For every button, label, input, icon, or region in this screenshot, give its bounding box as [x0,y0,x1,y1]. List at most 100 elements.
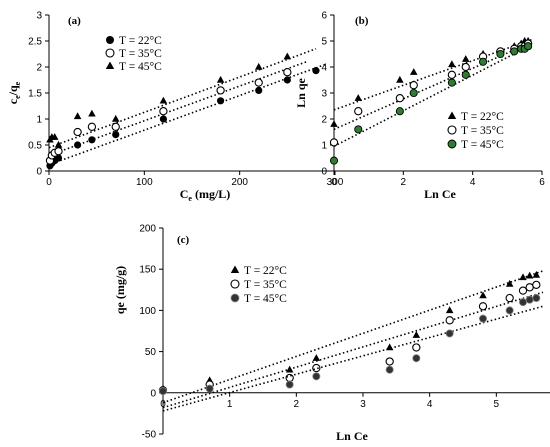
x-tick-label: 300 [327,177,344,188]
x-tick-label: 3 [360,399,366,410]
data-point [385,357,394,366]
y-tick-label: 0 [321,167,327,178]
y-tick-label: 6 [321,11,327,22]
data-point [50,133,59,140]
data-point [412,354,421,363]
data-point [354,94,363,101]
data-point [216,75,225,83]
data-point [255,86,263,94]
y-tick-label: -50 [142,430,157,441]
data-point [330,120,338,127]
data-point [159,107,168,116]
trend-line [48,48,317,149]
legend-entry: T = 45°C [105,61,162,73]
data-point [448,60,456,68]
y-tick-label: 5 [321,37,327,48]
legend-label: T = 45°C [244,293,287,305]
y-axis-label: Ln qe [294,77,308,107]
data-point [461,62,470,72]
y-tick-label: 100 [139,306,156,317]
data-point [111,122,120,131]
data-point [525,271,534,279]
series-3 [329,42,533,165]
y-tick-label: 2.5 [28,37,42,48]
data-point [409,88,418,98]
series-2 [45,61,307,165]
y-tick-label: 0 [36,167,42,178]
data-point [447,78,456,87]
legend-label: T = 22°C [244,265,287,277]
trend-line [48,61,307,157]
legend-entry: T = 35°C [447,125,504,137]
data-point [505,293,514,303]
data-point [395,94,405,103]
data-point [159,96,168,104]
legend-marker [106,36,114,44]
data-point [312,372,321,381]
y-tick-label: 1 [321,141,327,152]
legend-marker [230,265,240,274]
data-point [111,114,120,122]
data-point [73,112,82,120]
x-axis-label: Ln Ce [424,187,456,201]
y-tick-label: 0.5 [28,141,42,152]
data-point [532,270,541,278]
data-point [54,147,63,156]
data-point [285,380,294,389]
data-point [385,365,394,374]
panel-label: (b) [355,15,369,27]
data-point [412,331,421,338]
legend-label: T = 35°C [461,125,504,137]
data-point [354,107,363,116]
data-point [312,67,320,75]
x-tick-label: 6 [539,177,545,188]
series-1 [46,63,326,170]
data-point [254,62,263,70]
series-3 [158,294,544,412]
trend-line [333,38,532,111]
legend-marker [230,279,240,289]
trend-line [333,44,532,148]
y-tick-label: 0 [150,388,156,399]
legend-marker [105,61,115,70]
legend-entry: T = 22°C [447,111,504,123]
y-tick-label: 150 [139,265,156,276]
y-tick-label: 50 [145,347,157,358]
data-point [445,306,454,314]
x-axis-label: Ln Ce [336,429,368,443]
data-point [478,314,487,323]
legend-marker [230,293,240,303]
data-point [479,291,487,299]
y-tick-label: 200 [139,224,156,235]
data-point [395,107,404,116]
y-axis-label: qe (mg/g) [113,266,127,314]
y-tick-label: 1 [36,115,42,126]
x-tick-label: 4 [470,177,476,188]
panel-label: (c) [177,234,190,246]
x-axis-label: Ce (mg/L) [180,187,231,203]
panel-a: 00.511.522.530 100 200 300(a)Ce (mg/L)ce/qe… [6,11,344,204]
data-point [329,138,339,147]
data-point [445,316,454,325]
legend-entry: T = 45°C [447,139,504,151]
data-point [88,109,96,117]
y-tick-label: 2 [36,63,42,74]
data-point [87,122,97,131]
data-point [525,295,534,304]
data-point [532,294,541,303]
data-point [396,75,404,83]
data-point [312,354,321,361]
data-point [519,298,528,307]
y-axis-label: ce/qe [6,81,22,104]
x-tick-label: 2 [294,399,300,410]
legend-marker [447,111,457,120]
data-point [54,140,63,148]
series-3 [46,48,317,149]
data-point [73,127,82,137]
data-point [216,86,225,95]
legend-label: T = 22°C [461,111,504,123]
x-tick-label: 100 [136,177,153,188]
legend-entry: T = 22°C [230,265,287,277]
legend-entry: T = 35°C [105,48,162,60]
